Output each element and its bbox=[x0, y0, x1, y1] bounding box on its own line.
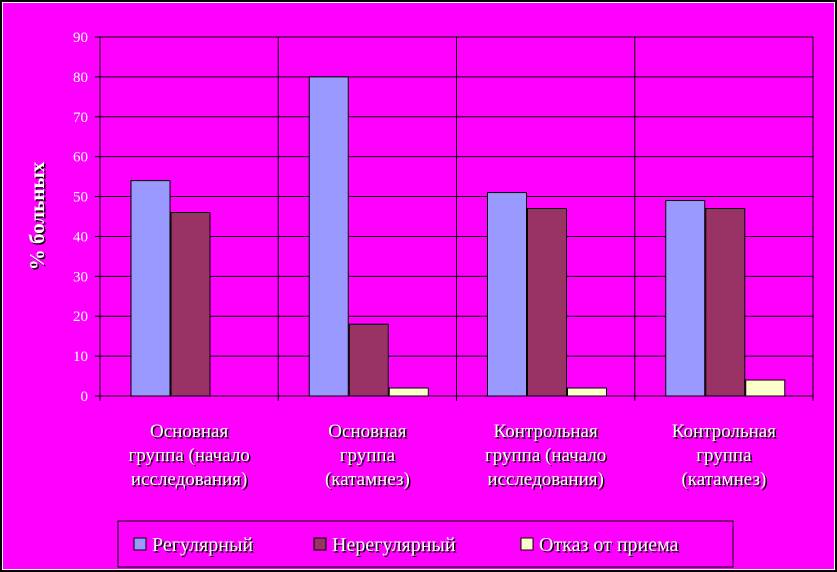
y-tick-label: 60 bbox=[73, 150, 88, 166]
category-label-shadow: исследования) bbox=[489, 471, 605, 492]
y-axis-label: % больных bbox=[25, 161, 49, 270]
category-label: исследования) bbox=[487, 469, 603, 490]
y-tick-label: 70 bbox=[73, 110, 88, 126]
bar bbox=[348, 323, 389, 397]
category-label: Контрольная bbox=[494, 421, 598, 442]
y-tick-label: 90 bbox=[73, 30, 88, 46]
category-label-shadow: (катамнез) bbox=[326, 471, 411, 492]
y-tick-label: 20 bbox=[73, 309, 88, 325]
legend-swatch bbox=[313, 537, 327, 551]
category-labels: Основная Основная группа (начало группа (на… bbox=[128, 421, 777, 492]
bar bbox=[308, 76, 349, 397]
bar bbox=[170, 212, 211, 397]
bar bbox=[388, 387, 429, 397]
category-label-shadow: Основная bbox=[330, 423, 408, 444]
category-label: Основная bbox=[150, 421, 228, 442]
y-tick-label: 0 bbox=[81, 389, 89, 405]
category-label: группа bbox=[696, 445, 752, 466]
category-label: исследования) bbox=[131, 469, 247, 490]
category-label: группа (начало bbox=[485, 445, 606, 466]
category-label-shadow: группа (начало bbox=[486, 447, 607, 468]
y-tick-label: 80 bbox=[73, 70, 88, 86]
y-tick-label: 50 bbox=[73, 190, 88, 206]
legend-swatch bbox=[520, 537, 534, 551]
bar bbox=[567, 387, 607, 397]
legend-box bbox=[117, 520, 734, 568]
category-label: группа bbox=[340, 445, 396, 466]
bar bbox=[745, 379, 786, 397]
category-label-shadow: Контрольная bbox=[495, 423, 599, 444]
legend-label: Отказ от приема bbox=[539, 534, 679, 556]
category-label-shadow: Контрольная bbox=[673, 423, 777, 444]
legend-label-shadow: Регулярный bbox=[154, 536, 255, 558]
category-label-shadow: группа bbox=[341, 447, 397, 468]
category-label-shadow: (катамнез) bbox=[683, 471, 768, 492]
category-label-shadow: исследования) bbox=[132, 471, 248, 492]
category-label: Контрольная bbox=[672, 421, 776, 442]
y-axis-label-shadow: % больных bbox=[27, 163, 51, 272]
bars bbox=[130, 76, 786, 397]
bar bbox=[130, 180, 171, 397]
bar bbox=[705, 208, 746, 397]
category-label: (катамнез) bbox=[681, 469, 766, 490]
y-axis-label-group: % больных% больных bbox=[25, 161, 51, 272]
legend-label-shadow: Отказ от приема bbox=[541, 536, 681, 558]
category-label: группа (начало bbox=[128, 445, 249, 466]
bar bbox=[665, 200, 706, 397]
y-axis-ticks: 0 10 20 30 40 50 60 70 80 90 bbox=[73, 30, 100, 405]
legend-label-shadow: Нерегулярный bbox=[334, 536, 458, 558]
legend-swatch bbox=[133, 537, 147, 551]
category-label-shadow: Основная bbox=[152, 423, 230, 444]
axes bbox=[99, 37, 814, 401]
category-label: Основная bbox=[328, 421, 406, 442]
bar bbox=[527, 208, 567, 397]
legend-label: Регулярный bbox=[152, 534, 253, 556]
y-tick-label: 10 bbox=[73, 349, 88, 365]
legend-label: Нерегулярный bbox=[332, 534, 456, 556]
y-tick-label: 40 bbox=[73, 229, 88, 245]
bar bbox=[487, 192, 527, 397]
category-label: (катамнез) bbox=[325, 469, 410, 490]
y-tick-label: 30 bbox=[73, 269, 88, 285]
category-label-shadow: группа (начало bbox=[130, 447, 251, 468]
category-label-shadow: группа bbox=[698, 447, 754, 468]
